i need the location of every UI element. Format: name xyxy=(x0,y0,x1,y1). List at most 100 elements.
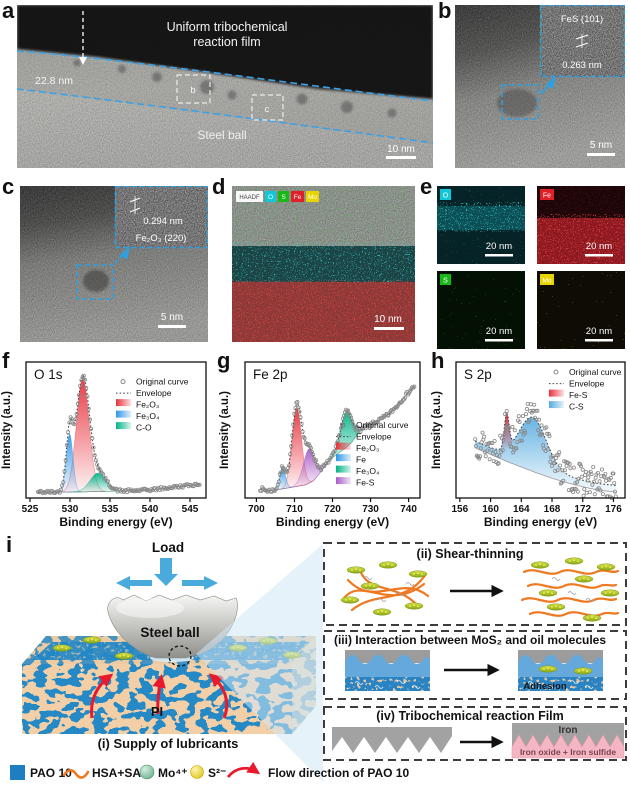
film-bottom-boundary-line xyxy=(17,88,433,144)
nanoparticle xyxy=(497,89,537,117)
svg-text:Fe₂O₃: Fe₂O₃ xyxy=(356,443,379,453)
box-interaction-title: (iii) Interaction between MoS₂ and oil m… xyxy=(334,633,606,647)
scalebar-label: 20 nm xyxy=(586,326,612,337)
roi-box-b-label: b xyxy=(190,85,195,96)
svg-text:172: 172 xyxy=(574,504,591,515)
scalebar-d xyxy=(374,327,404,330)
chart-title: O 1s xyxy=(34,367,63,382)
coated-iron-surface: Iron Iron oxide + Iron sulfide xyxy=(511,723,625,759)
panel-i-schematic: Load Steel ball PI (i) xyxy=(10,540,627,782)
svg-text:Envelope: Envelope xyxy=(569,379,605,389)
svg-text:Envelope: Envelope xyxy=(356,432,392,442)
svg-text:Fe₃O₄: Fe₃O₄ xyxy=(356,466,380,476)
aligned-oil-chains xyxy=(520,569,620,617)
svg-text:720: 720 xyxy=(324,504,341,515)
panel-label-b: b xyxy=(438,0,452,23)
reaction-film-band xyxy=(17,51,433,143)
load-arrows xyxy=(116,558,218,590)
eds-tags: HAADF O S Fe Mo xyxy=(236,191,319,202)
xps-chart-fe2p: 700 710 720 730 740 Binding energy (eV) Intens… xyxy=(213,348,428,545)
film-particles xyxy=(73,59,397,118)
inset-spacing-value: 0.294 nm xyxy=(143,216,183,227)
svg-text:Fe-S: Fe-S xyxy=(356,478,375,488)
pao-swatch-icon xyxy=(10,765,25,780)
scalebar-c xyxy=(158,325,186,328)
hrtem-inset-texture xyxy=(540,5,625,77)
iron-layer-label: Iron oxide + Iron sulfide xyxy=(520,747,616,757)
element-tag xyxy=(440,189,451,200)
cyan-speckle-band xyxy=(232,242,415,284)
pao-label: PAO 10 xyxy=(30,766,72,780)
x-axis-label: Binding energy (eV) xyxy=(276,515,389,529)
tag-s: S xyxy=(281,194,286,201)
rough-iron-surface xyxy=(332,727,452,753)
substrate-label: Steel ball xyxy=(197,128,246,142)
svg-text:Original curve: Original curve xyxy=(356,420,409,430)
oil-flow-arrows xyxy=(90,673,229,719)
inset-phase-label: Fe₂O₃ (220) xyxy=(136,233,187,244)
scalebar-label: 20 nm xyxy=(486,326,512,337)
tangled-oil-chains xyxy=(342,568,430,612)
inset-pointer-arrowhead xyxy=(546,74,556,89)
scalebar-b xyxy=(587,153,615,156)
green-speckle-bottom xyxy=(232,280,415,342)
roi-box-b xyxy=(176,74,211,104)
plot-frame xyxy=(455,361,626,499)
panel-e-map-o: O 20 nm xyxy=(437,186,525,264)
y-axis-label: Intensity (a.u.) xyxy=(1,391,13,469)
film-title-line2: reaction film xyxy=(193,35,260,49)
iron-label: Iron xyxy=(559,725,578,736)
svg-text:164: 164 xyxy=(513,504,530,515)
svg-text:176: 176 xyxy=(605,504,622,515)
panel-label-a: a xyxy=(2,0,15,23)
element-tag xyxy=(540,189,554,200)
flow-label: Flow direction of PAO 10 xyxy=(268,766,409,780)
svg-text:710: 710 xyxy=(286,504,303,515)
inset-phase-label: FeS (101) xyxy=(561,14,603,25)
svg-text:C-O: C-O xyxy=(136,423,152,433)
y-axis-label: Intensity (a.u.) xyxy=(219,391,231,469)
panel-e-map-fe: Fe 20 nm xyxy=(537,186,625,264)
svg-text:160: 160 xyxy=(482,504,499,515)
scalebar-label: 20 nm xyxy=(586,241,612,252)
scalebar-label-b: 5 nm xyxy=(590,140,612,151)
load-label: Load xyxy=(152,540,184,555)
x-axis-label: Binding energy (eV) xyxy=(484,515,597,529)
left-arrow-icon xyxy=(116,576,152,590)
svg-text:Envelope: Envelope xyxy=(136,388,172,398)
contact-zone-circle xyxy=(168,645,192,667)
panel-label-c: c xyxy=(2,174,15,199)
element-label: O xyxy=(443,193,449,200)
roi-box xyxy=(76,264,114,300)
svg-text:545: 545 xyxy=(182,504,199,515)
scalebar xyxy=(585,339,613,342)
pi-label: PI xyxy=(151,704,163,719)
inset-border xyxy=(114,186,208,249)
hrtem-inset-texture xyxy=(115,186,208,248)
tag-o: O xyxy=(268,194,273,201)
svg-text:Fe₂O₃: Fe₂O₃ xyxy=(136,400,159,410)
element-label: Fe xyxy=(543,193,551,200)
inset-pointer-arrowhead xyxy=(120,246,130,260)
scalebar xyxy=(485,339,513,342)
zoom-beam xyxy=(196,544,323,782)
svg-text:Fe-S: Fe-S xyxy=(569,390,588,400)
reaction-film-layer xyxy=(511,734,625,759)
svg-text:Original curve: Original curve xyxy=(569,367,622,377)
svg-text:Fe₃O₄: Fe₃O₄ xyxy=(136,411,160,421)
interaction-before xyxy=(345,650,430,691)
svg-text:700: 700 xyxy=(248,504,265,515)
lattice-spacing-marks xyxy=(129,196,141,214)
xps-plot-O1s: 525 530 535 540 545 Binding energy (eV) Intens… xyxy=(1,361,207,529)
scalebar-label-a: 10 nm xyxy=(387,144,415,155)
speckle-layer xyxy=(437,271,525,349)
panel-d-eds-overlay: HAADF O S Fe Mo 10 nm xyxy=(232,186,415,342)
svg-text:156: 156 xyxy=(451,504,468,515)
hsa-label: HSA+SA xyxy=(92,766,141,780)
inset-pointer-arrow xyxy=(114,252,125,264)
roi-box-c-label: c xyxy=(265,104,270,115)
element-tag xyxy=(440,274,451,285)
element-label: Mo xyxy=(542,278,551,285)
mo-label: Mo⁴⁺ xyxy=(158,766,188,780)
